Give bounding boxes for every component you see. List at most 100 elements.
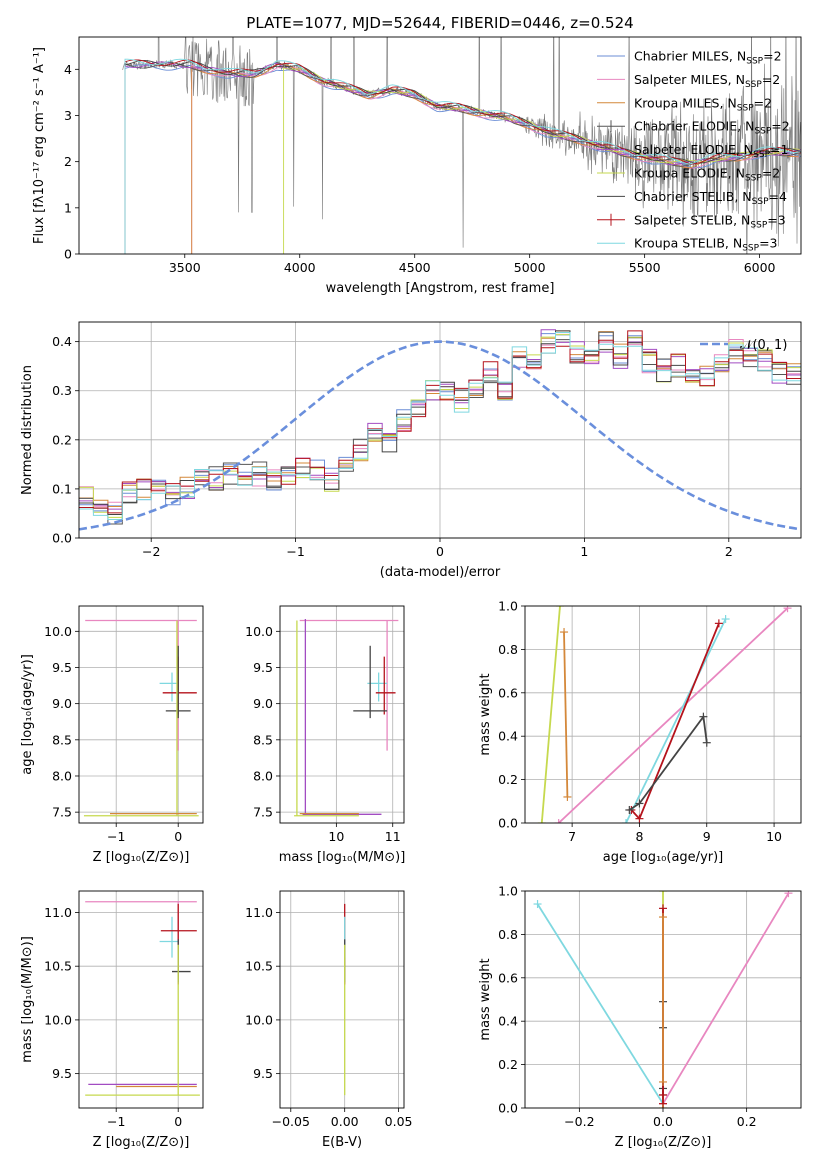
y-tick-label: 0.2 [52, 432, 72, 447]
x-tick-label: 0.05 [385, 1114, 413, 1129]
axes-frame [279, 890, 405, 1109]
y-tick-label: 0.2 [498, 772, 518, 787]
legend-subscript: SSP [754, 127, 771, 137]
panel-mass_vs_Z: −1 0 9.5 10.0 10.5 11.0 Z [log₁₀(Z/Z⊙)] mass [l… [20, 890, 204, 1150]
legend-label: Kroupa STELIB, NSSP=3 [634, 236, 778, 254]
grid [79, 606, 203, 823]
y-tick-label: 0.0 [52, 531, 72, 546]
axes-frame [524, 605, 802, 824]
legend-label-rest: =2 [763, 49, 781, 64]
plot-area [533, 891, 793, 1108]
axes-frame [78, 890, 204, 1109]
y-tick-label: 9.5 [52, 1066, 72, 1081]
y-tick-label: 7.5 [253, 805, 273, 820]
legend-label: Chabrier STELIB, NSSP=4 [634, 189, 787, 207]
errorbar-kroupa-elodie [83, 620, 199, 817]
legend-label: 𝒩(0, 1) [740, 338, 787, 353]
y-tick-label: 9.0 [253, 696, 273, 711]
legend-subscript: SSP [745, 80, 762, 90]
y-tick-label: 11.0 [44, 905, 72, 920]
errorbar-salpeter-miles [299, 619, 399, 751]
y-tick-label: 10.0 [44, 624, 72, 639]
y-tick-label: 10.0 [245, 1012, 273, 1027]
y-tick-label: 8.5 [253, 732, 273, 747]
errorbar-salpeter-elodie [302, 619, 382, 815]
y-axis-label: Normed distribution [20, 365, 35, 495]
legend-label: Chabrier MILES, NSSP=2 [634, 49, 782, 67]
series-salpeter-miles [659, 891, 793, 1108]
panel-age_vs_mass: 10 11 7.5 8.0 8.5 9.0 9.5 10.0 mass [log₁₀(M/M⊙)… [245, 605, 405, 865]
series-kroupa-stelib [533, 900, 667, 1108]
series-line [558, 607, 789, 823]
model-spectrum-salpeter-elodie [124, 61, 801, 254]
series-line [625, 618, 727, 823]
model-spectrum-kroupa-stelib [124, 58, 801, 254]
series-line [540, 606, 561, 823]
errorbar-chabrier-stelib [165, 645, 191, 719]
legend-label: Salpeter MILES, NSSP=2 [634, 72, 780, 90]
plot-area [83, 619, 199, 817]
y-tick-label: 8.5 [52, 732, 72, 747]
x-tick-label: 0 [436, 544, 444, 559]
y-tick-label: 0.3 [52, 383, 72, 398]
series-kroupa-miles [659, 913, 667, 1086]
x-tick-label: −1 [286, 544, 304, 559]
legend-label-rest: =4 [769, 189, 787, 204]
x-tick-label: 3500 [169, 260, 201, 275]
legend-label-rest: =2 [754, 95, 772, 110]
model-spectrum-kroupa-elodie [283, 67, 800, 254]
legend: Chabrier MILES, NSSP=2 Salpeter MILES, NS… [597, 49, 790, 254]
y-tick-label: 1.0 [498, 884, 518, 899]
x-tick-label: 9 [703, 829, 711, 844]
y-tick-label: 11.0 [245, 905, 273, 920]
errorbar-kroupa-stelib [159, 672, 179, 702]
plot-area [79, 329, 801, 531]
x-tick-label: 0 [174, 829, 182, 844]
legend-label: Salpeter ELODIE, NSSP=1 [634, 142, 788, 160]
errorbar-chabrier-stelib [353, 645, 388, 719]
figure-title: PLATE=1077, MJD=52644, FIBERID=0446, z=0… [246, 14, 633, 32]
x-tick-label: −0.2 [564, 1114, 594, 1129]
plot-area [537, 606, 792, 823]
histogram-kroupa-miles [79, 330, 801, 507]
y-tick-label: 1 [64, 200, 72, 215]
legend-subscript: SSP [746, 57, 763, 67]
axes: −1 0 9.5 10.0 10.5 11.0 Z [log₁₀(Z/Z⊙)] mass [l… [20, 905, 189, 1150]
y-tick-label: 9.5 [253, 660, 273, 675]
y-tick-label: 2 [64, 154, 72, 169]
normal-curve [79, 340, 801, 531]
x-axis-label: Z [log₁₀(Z/Z⊙)] [93, 1135, 190, 1150]
y-axis-label: mass weight [478, 958, 493, 1040]
legend: 𝒩(0, 1) [700, 338, 787, 353]
legend-label-rest: =3 [767, 212, 785, 227]
y-tick-label: 1.0 [498, 599, 518, 614]
model-spectrum-salpeter-stelib [124, 59, 801, 254]
x-tick-label: 4500 [399, 260, 431, 275]
model-spectrum-chabrier-elodie [124, 62, 801, 254]
x-tick-label: 6000 [744, 260, 776, 275]
series-line [662, 892, 790, 1105]
y-tick-label: 0.0 [498, 1101, 518, 1116]
histogram-chabrier-elodie [79, 331, 801, 525]
legend-subscript: SSP [752, 197, 769, 207]
series-kroupa-miles [560, 628, 572, 801]
series-salpeter-miles [554, 606, 792, 823]
axes-frame [279, 605, 405, 824]
x-axis-label: Z [log₁₀(Z/Z⊙)] [615, 1135, 712, 1150]
histogram-chabrier-miles [79, 333, 801, 512]
grid [79, 891, 203, 1108]
y-tick-label: 8.0 [253, 768, 273, 783]
series-line [563, 631, 569, 798]
errorbar-kroupa-elodie [294, 620, 359, 817]
axes: 7 8 9 10 0.0 0.2 0.4 0.6 0.8 1.0 age [log₁₀(age/yr… [478, 599, 782, 866]
x-tick-label: 10 [328, 829, 344, 844]
y-tick-label: 0.8 [498, 927, 518, 942]
legend-subscript: SSP [737, 103, 754, 113]
y-tick-label: 8.0 [52, 768, 72, 783]
y-tick-label: 10.5 [44, 959, 72, 974]
series-chabrier-stelib [625, 712, 711, 814]
panel-weight_vs_Z: −0.2 0.0 0.2 0.0 0.2 0.4 0.6 0.8 1.0 Z [log₁₀(Z/Z… [478, 884, 802, 1150]
panel-age_vs_Z: −1 0 7.5 8.0 8.5 9.0 9.5 10.0 Z [log₁₀(Z/Z⊙)] age… [20, 605, 204, 865]
legend-subscript: SSP [753, 150, 770, 160]
